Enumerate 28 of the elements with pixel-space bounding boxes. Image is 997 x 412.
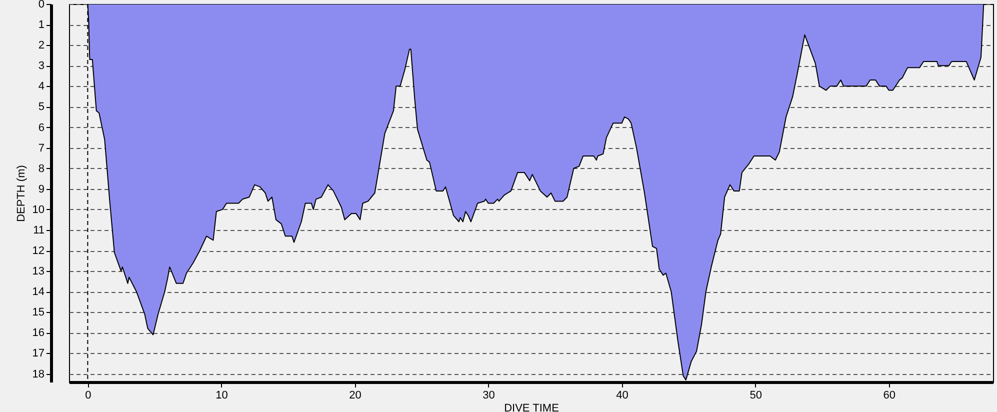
y-tick-label: 4 (38, 80, 44, 93)
y-axis-title: DEPTH (m) (15, 165, 28, 222)
y-tick-label: 7 (38, 142, 44, 154)
y-tick-label: 8 (38, 162, 44, 175)
x-tick-label: 10 (216, 390, 228, 402)
x-tick-label: 50 (750, 390, 762, 402)
x-tick-label: 30 (482, 390, 495, 402)
x-axis-title: DIVE TIME (504, 402, 559, 412)
x-tick-label: 20 (349, 390, 362, 402)
y-tick-label: 16 (32, 327, 44, 340)
y-tick-label: 14 (32, 286, 44, 298)
y-tick-label: 9 (38, 183, 44, 196)
y-tick-label: 15 (32, 306, 44, 319)
x-tick-label: 40 (616, 390, 628, 402)
x-tick-label: 0 (85, 390, 92, 402)
y-tick-label: 5 (38, 101, 44, 114)
y-tick-label: 2 (38, 40, 44, 52)
y-tick-label: 3 (38, 60, 44, 72)
y-tick-label: 12 (32, 245, 44, 258)
y-tick-label: 18 (32, 368, 44, 380)
y-tick-label: 0 (38, 0, 44, 10)
y-tick-label: 6 (38, 122, 44, 134)
y-tick-label: 1 (38, 19, 44, 32)
y-tick-label: 10 (32, 204, 44, 216)
y-tick-label: 17 (32, 348, 44, 360)
y-tick-label: 13 (32, 266, 44, 278)
x-tick-label: 60 (883, 390, 896, 402)
y-tick-label: 11 (33, 224, 44, 236)
